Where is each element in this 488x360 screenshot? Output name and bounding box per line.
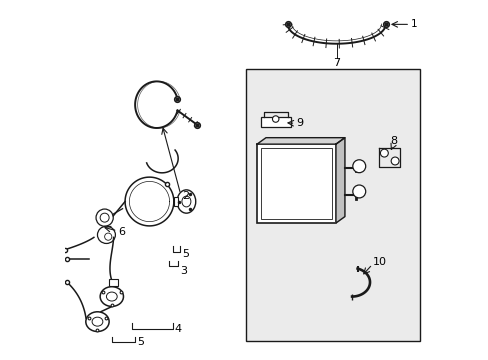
Bar <box>260 117 290 127</box>
Ellipse shape <box>390 157 398 165</box>
Polygon shape <box>335 138 344 223</box>
Text: 2: 2 <box>182 191 188 201</box>
Bar <box>174 197 178 206</box>
Ellipse shape <box>96 209 113 226</box>
Bar <box>260 148 332 220</box>
Text: 9: 9 <box>296 118 303 128</box>
Ellipse shape <box>182 196 190 207</box>
Ellipse shape <box>352 185 365 198</box>
Text: 6: 6 <box>118 227 125 237</box>
Bar <box>246 69 419 341</box>
Ellipse shape <box>97 226 115 243</box>
Ellipse shape <box>92 317 102 326</box>
Text: 10: 10 <box>372 257 386 267</box>
Ellipse shape <box>100 287 123 306</box>
Ellipse shape <box>352 160 365 173</box>
Text: 7: 7 <box>332 58 340 68</box>
Bar <box>109 279 118 286</box>
Text: 8: 8 <box>389 136 396 146</box>
Ellipse shape <box>104 233 112 240</box>
Ellipse shape <box>106 292 117 301</box>
Polygon shape <box>257 138 344 144</box>
Text: 4: 4 <box>174 324 182 334</box>
Text: 3: 3 <box>180 266 186 276</box>
Ellipse shape <box>380 149 387 157</box>
Bar <box>257 144 335 223</box>
Ellipse shape <box>272 116 278 122</box>
Text: 5: 5 <box>137 337 143 347</box>
Text: 5: 5 <box>182 248 188 258</box>
Ellipse shape <box>100 213 109 222</box>
Ellipse shape <box>85 312 109 332</box>
Text: 1: 1 <box>410 19 417 30</box>
Ellipse shape <box>177 190 195 213</box>
